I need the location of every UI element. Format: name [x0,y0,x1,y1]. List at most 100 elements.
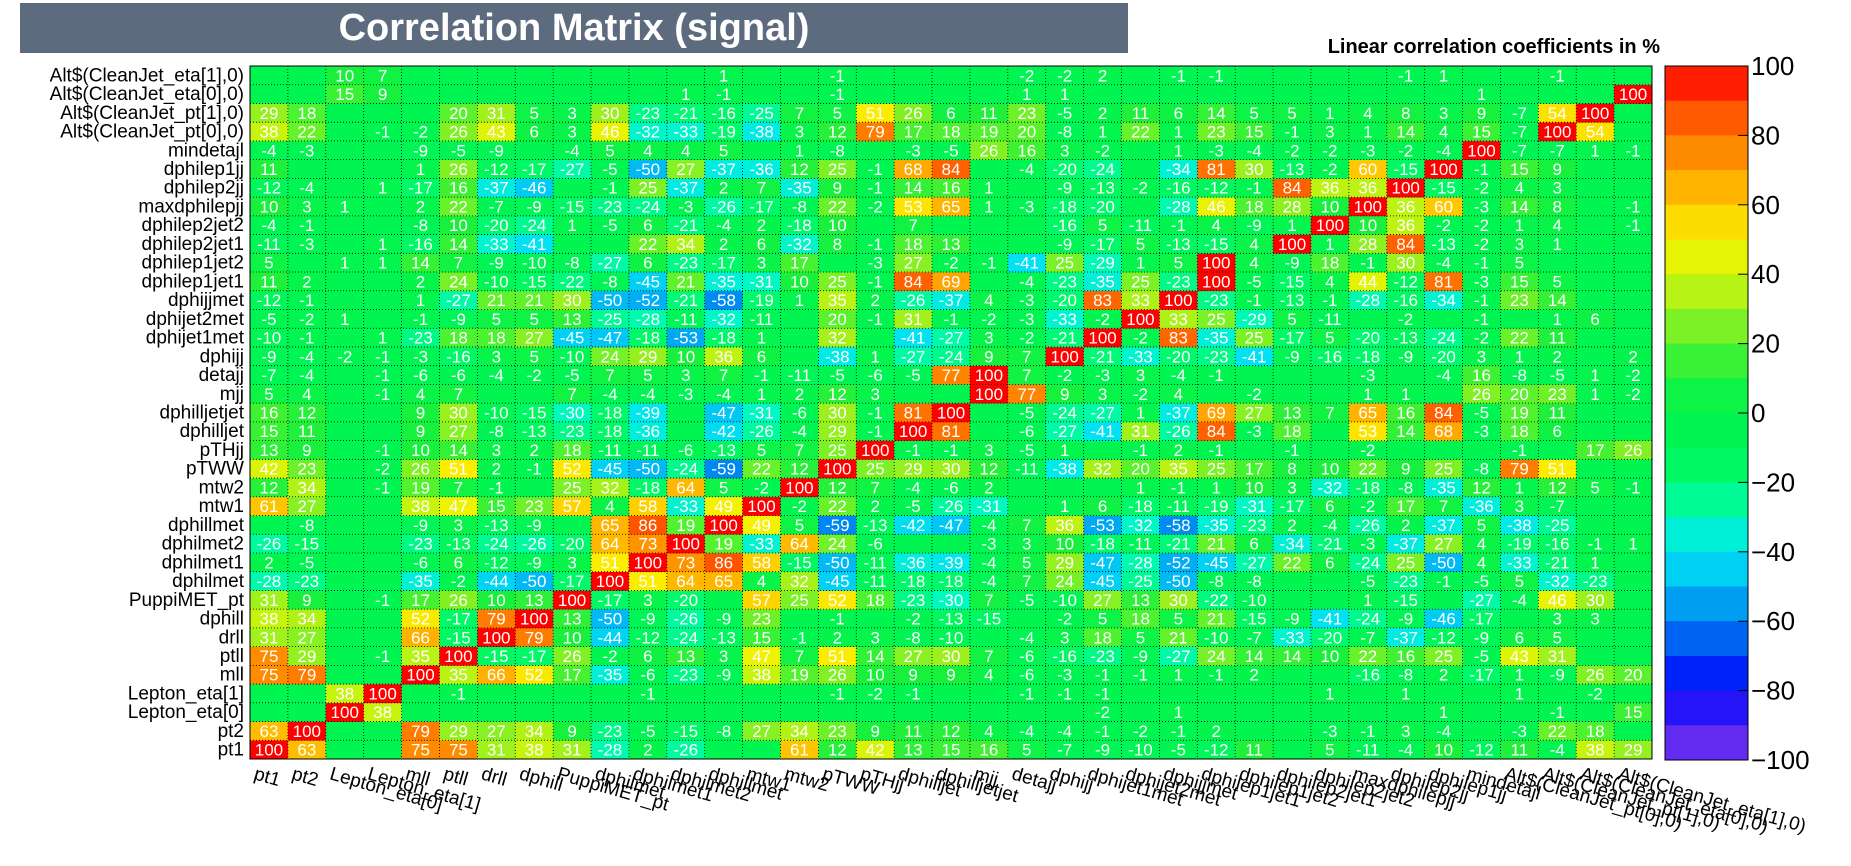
cell-value-label: -2 [1095,310,1110,329]
cell-value-label: -23 [901,591,926,610]
heatmap-cell [742,684,781,704]
y-tick-label: pTWW [186,459,244,480]
heatmap-cell [515,571,554,591]
heatmap-cell [704,534,743,554]
cell-value-label: 9 [870,722,879,741]
heatmap-cell [666,403,705,423]
heatmap-cell [666,290,705,310]
cell-value-label: 7 [870,478,879,497]
cell-value-label: 17 [1586,441,1605,460]
cell-value-label: 9 [302,441,311,460]
heatmap-cell [363,646,402,666]
cell-value-label: 6 [454,553,463,572]
heatmap-cell [1197,403,1236,423]
cell-value-label: -1 [1625,197,1640,216]
heatmap-cell [780,702,819,722]
cell-value-label: 2 [1249,666,1258,685]
cell-value-label: 63 [297,741,316,760]
cell-value-label: 2 [1628,347,1637,366]
cell-value-label: -1 [1398,66,1413,85]
heatmap-cell [325,328,364,348]
heatmap-cell [325,646,364,666]
heatmap-cell [325,384,364,404]
heatmap-cell [894,534,933,554]
heatmap-cell [1348,534,1388,554]
cell-value-label: 1 [1515,684,1524,703]
cell-value-label: 18 [563,441,582,460]
cell-value-label: -2 [299,310,314,329]
cell-value-label: 1 [1439,66,1448,85]
heatmap-cell [250,66,289,86]
heatmap-cell [250,459,289,479]
cell-value-label: 12 [790,160,809,179]
heatmap-cell [1500,66,1539,86]
color-scale-tick-label: −40 [1751,537,1795,567]
heatmap-cell [1083,740,1122,760]
heatmap-cell [325,122,364,142]
cell-value-label: -27 [1052,422,1077,441]
cell-value-label: -10 [1128,741,1153,760]
y-tick-label: dphill [200,609,244,630]
heatmap-cell [1614,384,1653,404]
cell-value-label: 5 [492,310,501,329]
cell-value-label: -3 [1209,141,1224,160]
cell-value-label: -6 [413,366,428,385]
cell-value-label: 84 [1283,179,1302,198]
cell-value-label: 100 [293,722,321,741]
cell-value-label: -11 [864,572,887,591]
heatmap-cell [1121,197,1160,217]
cell-value-label: 4 [1249,235,1258,254]
cell-value-label: -19 [1204,497,1229,516]
cell-value-label: -7 [261,366,276,385]
heatmap-cell [704,515,743,535]
cell-value-label: 64 [676,572,695,591]
cell-value-label: -17 [408,179,433,198]
cell-value-label: -20 [1318,628,1343,647]
cell-value-label: 17 [411,591,430,610]
heatmap-cell [1500,459,1539,479]
cell-value-label: 84 [1434,404,1453,423]
heatmap-cell [1045,290,1084,310]
cell-value-label: -25 [1545,516,1570,535]
heatmap-cell [439,665,478,685]
cell-value-label: -8 [716,722,731,741]
cell-value-label: 4 [984,722,993,741]
cell-value-label: 7 [757,179,766,198]
heatmap-cell [1538,84,1577,104]
cell-value-label: -1 [1474,254,1489,273]
heatmap-cell [439,740,478,760]
heatmap-cell [250,309,289,329]
cell-value-label: -1 [1625,478,1640,497]
heatmap-cell [1235,552,1274,572]
cell-value-label: -23 [560,422,585,441]
cell-value-label: 27 [1434,535,1453,554]
heatmap-cell [591,496,630,516]
heatmap-cell [515,552,554,572]
heatmap-cell [1045,590,1084,610]
heatmap-cell [1538,721,1577,741]
y-tick-label: dphilljetjet [160,403,245,424]
cell-value-label: 9 [1553,160,1562,179]
heatmap-cell [553,646,592,666]
cell-value-label: -5 [1474,647,1489,666]
heatmap-cell [1424,403,1463,423]
cell-value-label: 5 [1022,553,1031,572]
color-scale-step [1665,204,1748,240]
cell-value-label: -18 [598,404,623,423]
cell-value-label: 11 [1511,741,1529,760]
heatmap-cell [325,140,364,160]
heatmap-cell [628,609,668,629]
cell-value-label: -17 [446,610,471,629]
heatmap-cell [969,646,1009,666]
cell-value-label: 31 [487,104,506,123]
heatmap-cell [1348,571,1388,591]
heatmap-cell [1576,328,1615,348]
heatmap-cell [818,571,857,591]
cell-value-label: 6 [643,216,652,235]
heatmap-cell [1462,702,1501,722]
cell-value-label: 60 [1434,197,1453,216]
cell-value-label: -50 [825,553,850,572]
heatmap-cell [287,534,327,554]
color-scale-step [1665,621,1748,657]
cell-value-label: 16 [979,741,998,760]
